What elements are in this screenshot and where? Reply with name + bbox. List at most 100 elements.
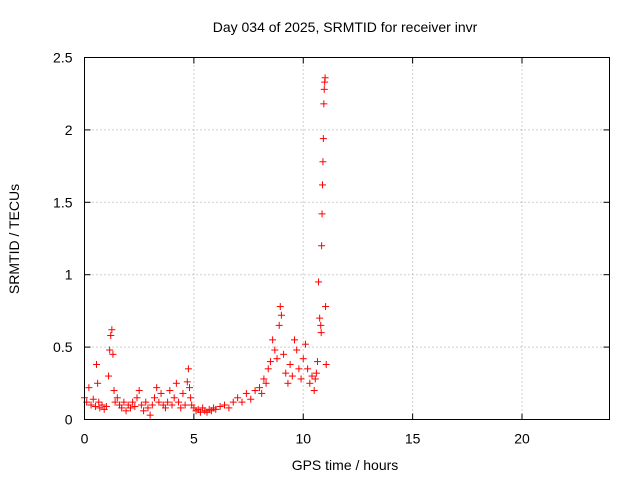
data-point <box>105 372 113 380</box>
data-point <box>269 336 277 344</box>
data-point <box>113 394 121 402</box>
data-point <box>318 242 326 250</box>
data-point <box>321 74 329 82</box>
y-tick-label: 2.5 <box>53 50 73 66</box>
data-point <box>85 384 93 392</box>
x-tick-label: 10 <box>295 431 311 447</box>
data-point <box>317 329 325 337</box>
data-point <box>129 398 137 406</box>
data-point <box>175 398 183 406</box>
data-point <box>273 355 281 363</box>
data-point <box>106 346 114 354</box>
x-axis-label: GPS time / hours <box>292 457 399 473</box>
data-point <box>322 360 330 368</box>
data-point <box>291 336 298 344</box>
x-tick-label: 0 <box>81 431 89 447</box>
data-point <box>251 387 259 395</box>
data-point <box>310 387 318 395</box>
data-point <box>93 360 101 368</box>
data-point <box>109 350 117 358</box>
data-point <box>126 404 134 412</box>
data-point <box>264 365 272 373</box>
data-point <box>148 401 156 409</box>
data-point <box>183 378 191 386</box>
data-point <box>282 369 290 377</box>
data-point <box>179 389 187 397</box>
data-point <box>94 379 102 387</box>
data-point <box>118 404 126 412</box>
data-point <box>284 379 292 387</box>
data-point <box>181 401 189 409</box>
data-point <box>293 346 301 354</box>
y-tick-label: 2 <box>65 122 73 138</box>
data-point <box>288 372 296 380</box>
data-point <box>308 372 316 380</box>
data-point <box>238 398 246 406</box>
data-point <box>170 394 178 402</box>
data-point <box>234 394 242 402</box>
data-point <box>311 375 319 383</box>
data-point <box>299 355 307 363</box>
data-point <box>142 398 150 406</box>
data-point <box>89 395 97 403</box>
data-point <box>247 395 255 403</box>
data-points <box>81 74 330 419</box>
data-point <box>280 350 288 358</box>
data-point <box>91 402 99 410</box>
data-point <box>320 100 328 108</box>
data-point <box>304 365 312 373</box>
x-tick-label: 20 <box>514 431 530 447</box>
data-point <box>277 311 285 319</box>
data-point <box>225 404 233 412</box>
x-tick-label: 5 <box>190 431 198 447</box>
data-point <box>95 398 103 406</box>
data-point <box>137 401 145 409</box>
data-point <box>306 379 314 387</box>
data-point <box>260 375 268 383</box>
data-point <box>216 402 224 410</box>
plot-frame <box>84 57 610 420</box>
data-point <box>184 365 192 373</box>
data-point <box>295 365 303 373</box>
data-point <box>186 384 193 392</box>
data-point <box>107 332 115 340</box>
data-point <box>316 314 324 322</box>
data-point <box>275 321 283 329</box>
data-point <box>319 158 327 166</box>
data-point <box>221 401 228 409</box>
data-point <box>120 398 128 406</box>
data-point <box>151 394 158 402</box>
data-point <box>177 404 185 412</box>
data-point <box>297 375 305 383</box>
data-point <box>320 85 328 93</box>
data-point <box>242 389 250 397</box>
data-point <box>155 398 163 406</box>
data-point <box>161 404 169 412</box>
data-point <box>144 404 152 412</box>
data-point <box>212 405 220 413</box>
data-point <box>266 358 274 366</box>
data-point <box>133 394 141 402</box>
data-point <box>262 379 270 387</box>
data-point <box>87 401 95 409</box>
data-point <box>256 384 263 392</box>
y-axis-ticks: 0 0.5 1 1.5 2 2.5 <box>53 50 610 428</box>
data-point <box>157 389 165 397</box>
data-point <box>166 387 174 395</box>
x-axis-ticks: 0 5 10 15 20 <box>81 57 530 447</box>
data-point <box>146 411 154 419</box>
data-point <box>196 408 204 416</box>
data-point <box>131 402 139 410</box>
data-point <box>258 389 266 397</box>
data-point <box>318 210 326 218</box>
data-point <box>276 303 284 311</box>
data-point <box>111 398 119 406</box>
grid-lines <box>84 57 610 420</box>
data-point <box>312 369 320 377</box>
y-tick-label: 0 <box>65 412 73 428</box>
data-point <box>122 407 130 415</box>
y-tick-label: 0.5 <box>53 339 73 355</box>
y-axis-label: SRMTID / TECUs <box>6 184 22 294</box>
